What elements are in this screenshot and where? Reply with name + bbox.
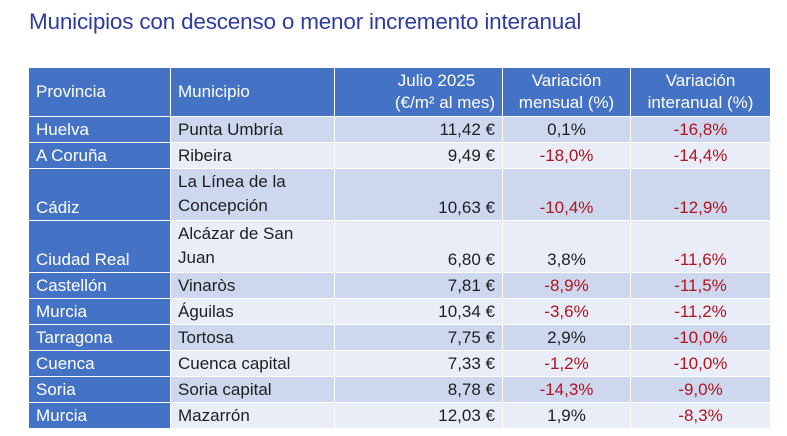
cell-precio: 7,81 € <box>334 272 503 299</box>
header-variacion-mensual: Variación mensual (%) <box>502 67 631 117</box>
cell-provincia: Cuenca <box>28 350 171 377</box>
cell-precio: 10,63 € <box>334 168 503 221</box>
cell-provincia: Huelva <box>28 116 171 143</box>
cell-variacion-mensual: -3,6% <box>502 298 631 325</box>
cell-precio: 9,49 € <box>334 142 503 169</box>
cell-precio: 11,42 € <box>334 116 503 143</box>
header-precio-line2: (€/m² al mes) <box>394 93 495 112</box>
cell-variacion-mensual: 0,1% <box>502 116 631 143</box>
cell-variacion-mensual: -1,2% <box>502 350 631 377</box>
cell-variacion-mensual: 3,8% <box>502 220 631 273</box>
header-mensual-line1: Variación <box>531 71 602 90</box>
cell-variacion-interanual: -11,5% <box>630 272 771 299</box>
table-row: Cuenca Cuenca capital 7,33 € -1,2% -10,0% <box>28 350 771 377</box>
cell-variacion-interanual: -9,0% <box>630 376 771 403</box>
cell-provincia: Cádiz <box>28 168 171 221</box>
table-row: Murcia Águilas 10,34 € -3,6% -11,2% <box>28 298 771 325</box>
cell-provincia: Ciudad Real <box>28 220 171 273</box>
cell-variacion-interanual: -10,0% <box>630 324 771 351</box>
table-row: Huelva Punta Umbría 11,42 €0,1% -16,8% <box>28 116 771 143</box>
table-row: Soria Soria capital 8,78 € -14,3% -9,0% <box>28 376 771 403</box>
cell-variacion-interanual: -11,2% <box>630 298 771 325</box>
header-precio: Julio 2025 (€/m² al mes) <box>334 67 503 117</box>
cell-precio: 10,34 € <box>334 298 503 325</box>
cell-municipio: Tortosa <box>170 324 335 351</box>
cell-variacion-mensual: 2,9% <box>502 324 631 351</box>
header-provincia: Provincia <box>28 67 171 117</box>
cell-provincia: Murcia <box>28 298 171 325</box>
header-municipio: Municipio <box>170 67 335 117</box>
cell-variacion-interanual: -8,3% <box>630 402 771 429</box>
table-row: Castellón Vinaròs 7,81 € -8,9% -11,5% <box>28 272 771 299</box>
cell-variacion-mensual: 1,9% <box>502 402 631 429</box>
header-variacion-interanual: Variación interanual (%) <box>630 67 771 117</box>
header-interanual-line1: Variación <box>665 71 736 90</box>
cell-municipio: Vinaròs <box>170 272 335 299</box>
cell-municipio: Alcázar de San Juan <box>170 220 335 273</box>
cell-provincia: A Coruña <box>28 142 171 169</box>
cell-precio: 7,33 € <box>334 350 503 377</box>
cell-precio: 12,03 € <box>334 402 503 429</box>
cell-variacion-mensual: -18,0% <box>502 142 631 169</box>
cell-municipio: Águilas <box>170 298 335 325</box>
header-precio-line1: Julio 2025 <box>397 71 476 90</box>
municipios-table: Provincia Municipio Julio 2025 (€/m² al … <box>28 67 771 429</box>
table-row: A Coruña Ribeira 9,49 € -18,0% -14,4% <box>28 142 771 169</box>
cell-municipio: La Línea de la Concepción <box>170 168 335 221</box>
cell-provincia: Murcia <box>28 402 171 429</box>
table-row: Tarragona Tortosa 7,75 €2,9% -10,0% <box>28 324 771 351</box>
table-row: Ciudad Real Alcázar de San Juan 6,80 €3,8%… <box>28 220 771 273</box>
cell-variacion-interanual: -14,4% <box>630 142 771 169</box>
cell-municipio: Punta Umbría <box>170 116 335 143</box>
cell-variacion-mensual: -14,3% <box>502 376 631 403</box>
cell-precio: 8,78 € <box>334 376 503 403</box>
cell-municipio: Mazarrón <box>170 402 335 429</box>
table-header-row: Provincia Municipio Julio 2025 (€/m² al … <box>28 67 771 117</box>
header-interanual-line2: interanual (%) <box>647 93 754 112</box>
table-row: Cádiz La Línea de la Concepción 10,63 € -10… <box>28 168 771 221</box>
cell-municipio: Soria capital <box>170 376 335 403</box>
cell-variacion-mensual: -8,9% <box>502 272 631 299</box>
cell-provincia: Castellón <box>28 272 171 299</box>
cell-variacion-interanual: -12,9% <box>630 168 771 221</box>
cell-municipio: Cuenca capital <box>170 350 335 377</box>
cell-variacion-interanual: -10,0% <box>630 350 771 377</box>
cell-variacion-interanual: -11,6% <box>630 220 771 273</box>
table-row: Murcia Mazarrón 12,03 €1,9% -8,3% <box>28 402 771 429</box>
cell-variacion-mensual: -10,4% <box>502 168 631 221</box>
cell-variacion-interanual: -16,8% <box>630 116 771 143</box>
cell-precio: 7,75 € <box>334 324 503 351</box>
cell-provincia: Tarragona <box>28 324 171 351</box>
cell-precio: 6,80 € <box>334 220 503 273</box>
page-title: Municipios con descenso o menor incremen… <box>29 9 582 34</box>
cell-municipio: Ribeira <box>170 142 335 169</box>
header-mensual-line2: mensual (%) <box>518 93 615 112</box>
cell-provincia: Soria <box>28 376 171 403</box>
